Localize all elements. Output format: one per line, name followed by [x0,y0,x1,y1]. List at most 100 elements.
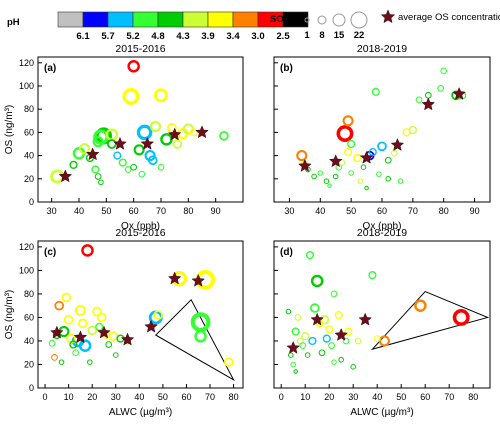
x-tick-label: 30 [47,206,57,216]
ph-swatch-1 [82,11,109,28]
ph-tick-5: 3.9 [201,31,214,42]
data-point [293,369,298,374]
x-tick-label: 20 [324,392,334,402]
y-tick-label: 120 [19,58,34,68]
x-tick-label: 80 [183,206,193,216]
data-point [424,91,432,99]
plot-frame [273,240,491,389]
average-star [421,97,436,111]
x-axis-label: ALWC (µg/m³) [109,407,172,418]
y-tick-label: 60 [24,127,34,137]
data-point [112,352,119,358]
data-point [92,306,102,317]
data-point [127,60,140,73]
data-point [189,128,198,137]
ph-swatch-4 [157,11,184,28]
so4-label-sup: 2- [283,12,290,19]
average-star [328,154,343,168]
data-point [288,352,294,358]
data-point [167,122,177,133]
data-point [309,303,320,313]
data-point [69,160,78,169]
y-tick-label: 40 [24,336,34,346]
x-tick-label: 60 [377,206,387,216]
data-point [350,364,357,370]
x-tick-label: 60 [420,392,430,402]
ph-swatch-9 [282,11,309,28]
data-point [95,322,104,331]
y-tick-label: 80 [24,104,34,114]
data-point [48,339,56,347]
data-point [299,342,307,350]
data-point [94,173,102,180]
average-star [85,147,100,161]
ph-swatch-5 [182,11,209,28]
ph-tick-1: 5.7 [101,31,114,42]
data-point [437,84,445,92]
panel-label: (a) [44,63,56,74]
data-point [91,165,100,174]
panel-title: 2018-2019 [357,43,407,55]
x-tick-label: 50 [346,206,356,216]
y-tick-label: 60 [24,312,34,322]
y-tick-label: 0 [29,383,34,393]
data-point [224,357,234,367]
average-star [298,158,312,172]
y-tick-label: 20 [24,174,34,184]
data-point [69,340,78,349]
data-point [160,133,173,146]
data-point [311,173,317,180]
x-tick-label: 10 [64,392,74,402]
y-axis-label: OS (ng/m³) [4,290,15,339]
average-star [113,136,127,150]
data-point [290,361,297,368]
x-tick-label: 0 [43,392,48,402]
data-point [157,163,165,171]
data-point [310,274,324,288]
ph-swatch-0 [57,11,84,28]
ph-tick-8: 2.5 [276,31,290,42]
average-star [334,327,348,341]
data-point [384,156,392,164]
data-point [296,150,308,162]
data-point [304,352,311,358]
data-point [149,121,162,133]
data-point [415,96,423,104]
data-point [354,337,362,345]
x-tick-label: 20 [87,392,97,402]
data-point [58,359,65,365]
plot-frame [273,56,491,203]
average-star [195,125,209,139]
data-point [305,251,315,260]
average-star [58,169,73,183]
ph-swatch-6 [207,11,234,28]
average-star [140,136,155,150]
panel-title: 2015-2016 [115,227,165,239]
so4-label-sub: 4 [284,21,288,28]
y-tick-label: 40 [24,151,34,161]
so4-size-circle-2 [332,13,346,27]
y-tick-label: 20 [24,359,34,369]
so4-size-circle-1 [317,15,327,25]
data-point [317,170,324,176]
x-tick-label: 80 [468,392,478,402]
annotation-triangle [155,298,235,382]
average-star [50,325,64,339]
x-tick-label: 30 [111,392,121,402]
x-tick-label: 70 [205,392,215,402]
so4-size-circle-3 [350,11,368,29]
panel-title: 2018-2019 [357,227,407,239]
ph-tick-labels: 6.1 5.7 5.2 4.8 4.3 3.9 3.4 3.0 2.5 [76,31,290,42]
data-point [78,143,91,155]
ph-swatch-2 [107,11,134,28]
data-point [133,144,145,156]
data-point [452,308,470,326]
data-point [390,149,398,157]
data-point [81,244,94,257]
ph-swatch-7 [232,11,259,28]
x-tick-label: 80 [439,206,449,216]
data-point [130,163,138,171]
data-point [331,359,337,365]
data-point [301,332,310,341]
